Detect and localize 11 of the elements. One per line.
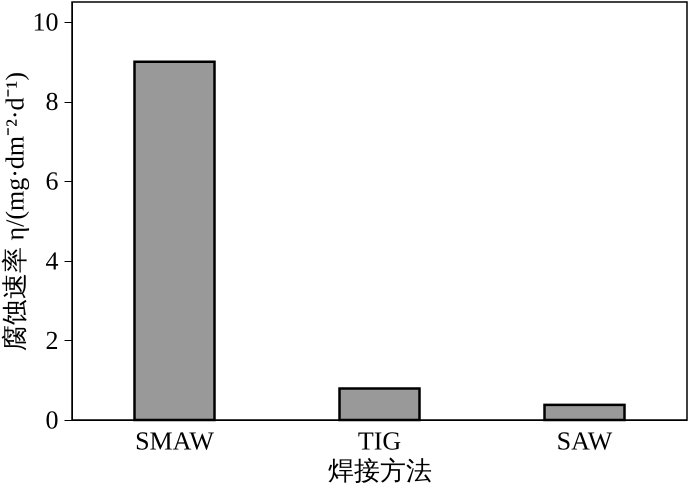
- x-tick-label: TIG: [358, 426, 402, 456]
- x-axis-title: 焊接方法: [328, 456, 432, 486]
- x-tick-label: SAW: [556, 426, 613, 456]
- y-tick-label: 10: [32, 7, 58, 36]
- x-tick-label: SMAW: [135, 426, 214, 456]
- y-tick-label: 0: [46, 406, 58, 434]
- y-axis-title: 腐蚀速率 η/(mg·dm⁻²·d⁻¹): [0, 72, 30, 351]
- y-tick-label: 4: [46, 246, 58, 276]
- y-tick-label: 6: [46, 166, 58, 196]
- y-tick-label: 8: [46, 87, 58, 116]
- y-tick-label: 2: [46, 326, 58, 355]
